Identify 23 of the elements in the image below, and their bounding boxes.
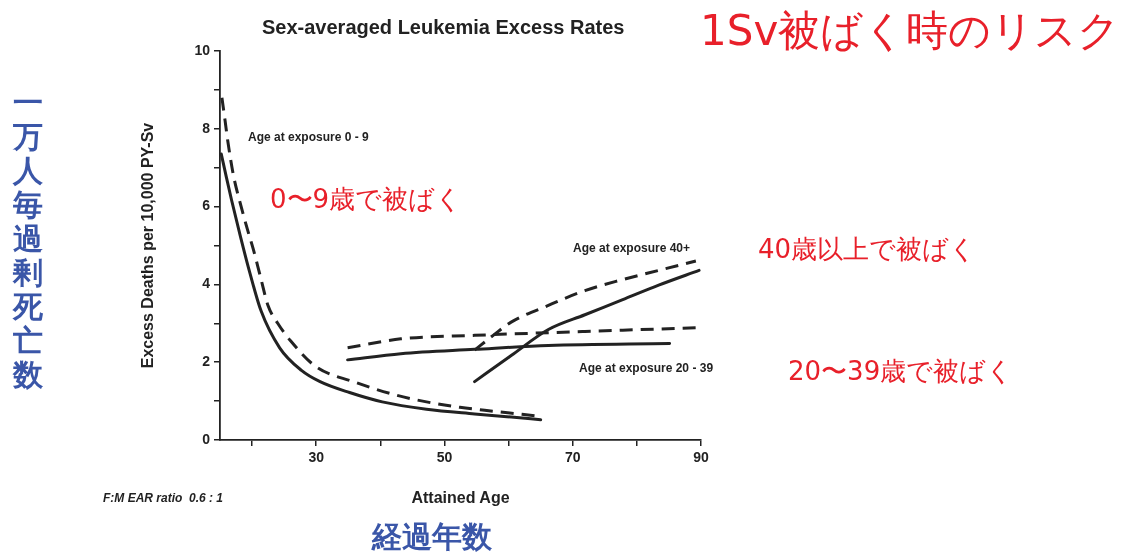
x-axis-title: Attained Age [411,488,510,506]
annotation: 0〜9歳で被ばく [270,184,463,214]
y-tick-label: 10 [194,41,211,58]
y-axis-title: Excess Deaths per 10,000 PY-Sv [139,122,157,369]
y-tick-label: 8 [202,119,211,136]
text: 40歳以上で被ばく [758,234,977,264]
x-tick-label: 90 [693,449,709,466]
y-tick-label: 2 [202,353,211,370]
x-tick-label: 70 [564,449,581,466]
text: 経過年数 [372,519,492,554]
text: F:M EAR ratio 0.6 : 1 [103,491,224,506]
annotation: Age at exposure 0 - 9 [248,130,369,145]
y-tick-label: 6 [202,197,211,214]
text: 20〜39歳で被ばく [788,356,1014,386]
text: 1Sv被ばく時のリスク [700,6,1121,55]
annotation: Age at exposure 20 - 39 [579,361,714,376]
chart-title: Sex-averaged Leukemia Excess Rates [262,16,625,38]
x-tick-label: 30 [308,449,325,466]
y-tick-label: 4 [202,275,211,292]
annotation: Age at exposure 40+ [573,241,691,256]
x-tick-label: 50 [436,449,453,466]
y-tick-label: 0 [202,430,211,447]
text: 一万人毎過剰死亡数 [13,85,43,392]
